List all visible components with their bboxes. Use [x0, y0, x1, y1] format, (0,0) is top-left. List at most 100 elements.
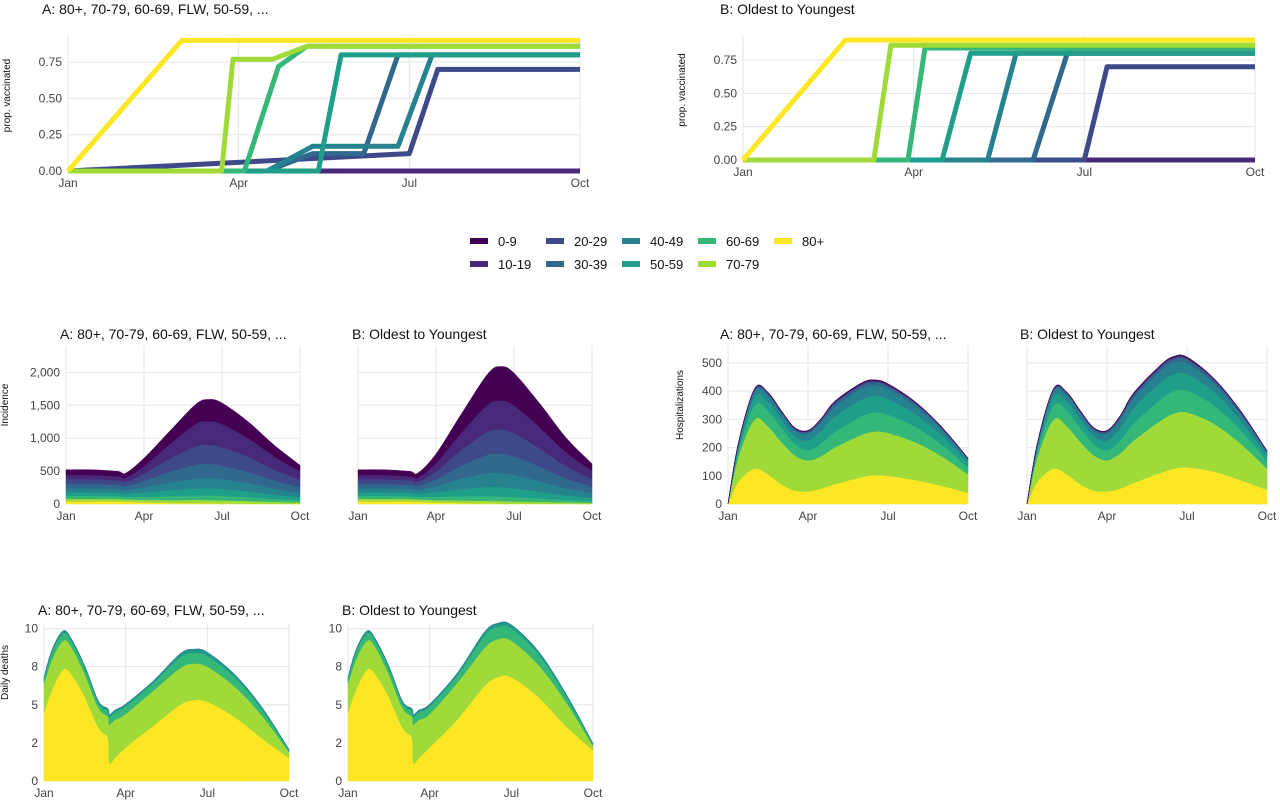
y-tick-label: 1,000	[30, 431, 60, 445]
chart-inc-a: Jan Apr Jul Oct 0 500 1,000 1,500 2,000 A: 80+, 7…	[0, 326, 310, 523]
legend-swatch	[774, 238, 792, 244]
x-tick-label: Oct	[1246, 165, 1265, 179]
legend-item-60-69: 60-69	[698, 234, 759, 249]
chart-hosp-a: Jan Apr Jul Oct 0 100 200 300 400 500 A: 80+, 70-7…	[675, 326, 978, 523]
x-tick-label: Jul	[506, 509, 521, 523]
area-band-0-9	[1026, 354, 1268, 505]
legend-swatch	[622, 238, 640, 244]
x-tick-label: Apr	[229, 176, 248, 190]
series-line-50-59	[68, 52, 580, 174]
area-band-0-9	[65, 399, 301, 479]
y-axis-label: prop. vaccinated	[677, 53, 688, 126]
legend-swatch	[546, 238, 564, 244]
legend-item-50-59: 50-59	[622, 257, 683, 272]
legend-item-20-29: 20-29	[546, 234, 607, 249]
x-tick-label: Jan	[58, 176, 77, 190]
legend-swatch	[470, 238, 488, 244]
x-tick-label: Jul	[1179, 509, 1194, 523]
legend-label: 10-19	[498, 257, 531, 272]
legend-label: 40-49	[650, 234, 683, 249]
x-tick-label: Apr	[799, 509, 818, 523]
legend-label: 30-39	[574, 257, 607, 272]
y-tick-label: 0	[715, 497, 722, 511]
x-tick-label: Jan	[733, 165, 752, 179]
x-tick-label: Jan	[34, 786, 53, 800]
x-tick-label: Jan	[56, 509, 75, 523]
legend-swatch	[698, 261, 716, 267]
area-band-0-9	[727, 379, 969, 505]
x-tick-label: Jan	[348, 509, 367, 523]
legend-item-0-9: 0-9	[470, 234, 517, 249]
legend-label: 50-59	[650, 257, 683, 272]
x-tick-label: Oct	[1258, 509, 1277, 523]
chart-title: B: Oldest to Youngest	[720, 1, 855, 17]
chart-death-b: Jan Apr Jul Oct 0 2 5 8 10 B: Oldest to Youngest	[329, 602, 603, 800]
y-tick-label: 0.50	[39, 91, 63, 105]
y-tick-label: 500	[40, 464, 60, 478]
x-tick-label: Jul	[200, 786, 215, 800]
y-axis-label: Hospitalizations	[675, 370, 686, 440]
chart-death-a: Jan Apr Jul Oct 0 2 5 8 10 A: 80+, 70-79, 60-69, …	[0, 602, 299, 800]
x-tick-label: Jul	[1077, 165, 1092, 179]
series-line-20-29	[67, 66, 580, 174]
y-tick-label: 0.00	[39, 164, 63, 178]
x-tick-label: Apr	[904, 165, 923, 179]
x-tick-label: Apr	[116, 786, 135, 800]
y-tick-label: 0.75	[714, 53, 738, 67]
chart-vacc-a: Jan Apr Jul Oct 0.00 0.25 0.50 0.75 A: 80+, 70-7…	[2, 1, 590, 190]
x-tick-label: Oct	[291, 509, 310, 523]
legend-label: 60-69	[726, 234, 759, 249]
chart-title: B: Oldest to Youngest	[352, 326, 487, 342]
y-tick-label: 5	[335, 698, 342, 712]
y-tick-label: 2,000	[30, 365, 60, 379]
series-line-70-79	[743, 42, 1255, 163]
legend-item-40-49: 40-49	[622, 234, 683, 249]
y-tick-label: 8	[335, 660, 342, 674]
y-tick-label: 1,500	[30, 398, 60, 412]
series-line-70-79	[68, 43, 580, 174]
y-tick-label: 500	[702, 356, 722, 370]
legend-label: 80+	[802, 234, 824, 249]
y-tick-label: 10	[329, 622, 343, 636]
x-tick-label: Oct	[959, 509, 978, 523]
chart-title: A: 80+, 70-79, 60-69, FLW, 50-59, ...	[38, 602, 265, 618]
legend: 0-9 10-19 20-29 30-39 40-49 50-59 60-69 70-79 80…	[470, 234, 824, 272]
legend-label: 70-79	[726, 257, 759, 272]
x-tick-label: Jul	[504, 786, 519, 800]
legend-item-30-39: 30-39	[546, 257, 607, 272]
y-tick-label: 0.75	[39, 55, 63, 69]
chart-title: A: 80+, 70-79, 60-69, FLW, 50-59, ...	[720, 326, 947, 342]
x-tick-label: Jan	[338, 786, 357, 800]
chart-inc-b: Jan Apr Jul Oct B: Oldest to Youngest	[348, 326, 602, 523]
legend-item-10-19: 10-19	[470, 257, 531, 272]
y-tick-label: 0	[31, 774, 38, 788]
legend-swatch	[698, 238, 716, 244]
y-tick-label: 0	[335, 774, 342, 788]
x-tick-label: Jan	[718, 509, 737, 523]
series-line-80+	[66, 37, 580, 173]
area-band-0-9	[357, 366, 593, 479]
x-tick-label: Apr	[135, 509, 154, 523]
y-tick-label: 8	[31, 660, 38, 674]
y-tick-label: 0.25	[714, 120, 738, 134]
chart-title: B: Oldest to Youngest	[342, 602, 477, 618]
x-tick-label: Oct	[280, 786, 299, 800]
y-tick-label: 100	[702, 469, 722, 483]
y-tick-label: 0.25	[39, 128, 63, 142]
y-tick-label: 400	[702, 384, 722, 398]
area-band-40-49	[347, 621, 594, 744]
y-axis-label: Daily deaths	[0, 645, 11, 700]
y-tick-label: 0.50	[714, 86, 738, 100]
legend-label: 0-9	[498, 234, 517, 249]
x-tick-label: Jul	[880, 509, 895, 523]
y-tick-label: 2	[31, 736, 38, 750]
x-tick-label: Oct	[571, 176, 590, 190]
x-tick-label: Apr	[427, 509, 446, 523]
x-tick-label: Apr	[420, 786, 439, 800]
y-tick-label: 5	[31, 698, 38, 712]
y-tick-label: 2	[335, 736, 342, 750]
chart-title: B: Oldest to Youngest	[1020, 326, 1155, 342]
legend-label: 20-29	[574, 234, 607, 249]
x-tick-label: Oct	[584, 786, 603, 800]
